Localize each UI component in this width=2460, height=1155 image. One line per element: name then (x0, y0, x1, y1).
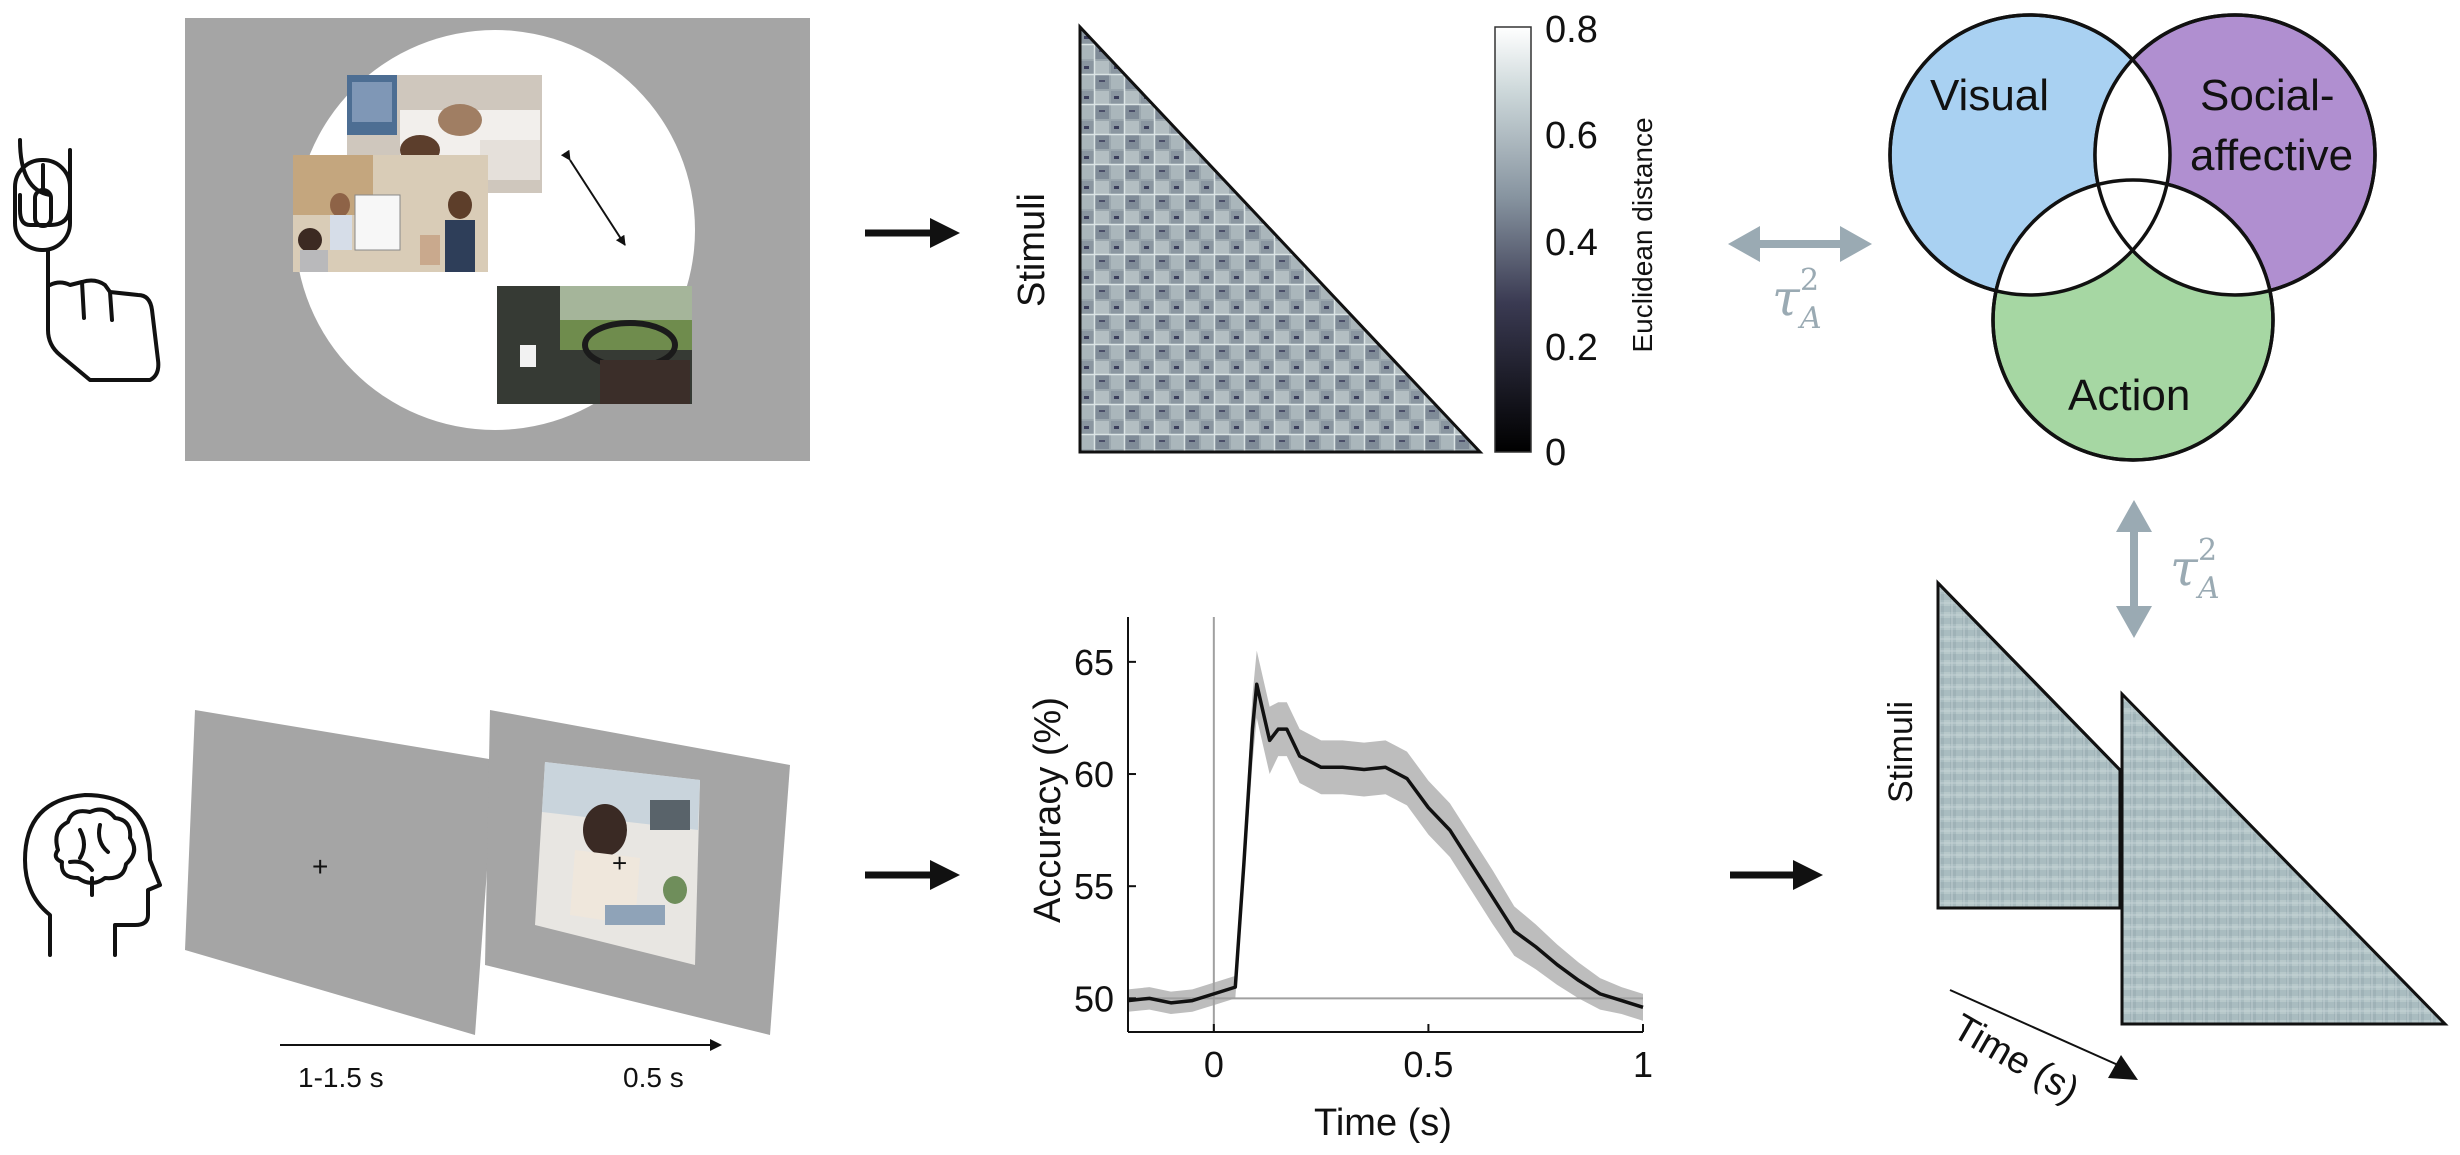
timeline: 1-1.5 s 0.5 s (280, 1039, 722, 1093)
svg-text:+: + (612, 848, 627, 878)
neural-rdm-stack (1936, 579, 2449, 1026)
neural-rdm-front (1936, 579, 2122, 910)
timeline-label-fixation: 1-1.5 s (298, 1062, 384, 1093)
resize-double-arrow (560, 149, 626, 246)
colorbar-tick-4: 0 (1545, 432, 1566, 474)
brain-head-icon (23, 793, 162, 957)
tau-label-horizontal: τ2 A (1772, 263, 1822, 336)
eeg-screen-fixation: + (185, 710, 495, 1035)
rdm-ylabel: Stimuli (1011, 193, 1053, 307)
venn-outlines (1888, 13, 2377, 462)
arrangement-screen (185, 18, 810, 461)
colorbar-label: Euclidean distance (1627, 117, 1658, 352)
flow-arrow-bottom-2 (1730, 860, 1823, 890)
chart-confidence-band (1128, 650, 1643, 1021)
fixation-cross: + (312, 851, 328, 882)
colorbar-tick-0: 0.8 (1545, 9, 1598, 51)
timeline-label-stimulus: 0.5 s (623, 1062, 684, 1093)
chart-confidence-band-layer (1128, 650, 1643, 1021)
chart-reference-lines (1128, 617, 1643, 1032)
y-tick-label: 60 (1074, 754, 1114, 795)
flow-arrow-top-1 (865, 218, 960, 248)
chart-ylabel: Accuracy (%) (1027, 697, 1069, 923)
stimulus-thumbnail-meeting[interactable] (293, 155, 488, 272)
neural-rdm-ylabel: Stimuli (1882, 701, 1920, 803)
chart-xlabel: Time (s) (1314, 1102, 1452, 1144)
y-tick-label: 55 (1074, 866, 1114, 907)
flow-arrow-bottom-1 (865, 860, 960, 890)
chart-line-layer (1127, 682, 1644, 1009)
accuracy-mean-line (1127, 682, 1644, 1009)
y-tick-label: 50 (1074, 978, 1114, 1019)
stimulus-thumbnail-driving[interactable] (497, 286, 692, 404)
x-tick-label: 1 (1633, 1044, 1653, 1085)
mouse-click-icon (13, 138, 161, 382)
x-tick-label: 0.5 (1403, 1044, 1453, 1085)
time-axis-arrow (1949, 989, 2138, 1080)
rdm-triangle (1078, 23, 1484, 454)
y-tick-label: 65 (1074, 642, 1114, 683)
colorbar: 0.8 0.6 0.4 0.2 0 Euclidean distance (1494, 9, 1658, 474)
colorbar-tick-3: 0.2 (1545, 327, 1598, 369)
time-axis-label: Time (s) (1946, 1006, 2086, 1111)
correlation-arrow-horizontal (1728, 226, 1872, 262)
venn-label-social-line1: Social- (2200, 71, 2335, 120)
stimulus-image-reading: + (535, 762, 700, 965)
venn-label-action: Action (2068, 371, 2190, 420)
neural-rdm-back (2120, 690, 2449, 1026)
eeg-screen-stimulus: + (485, 710, 790, 1035)
tau-label-vertical: τ2 A (2170, 533, 2220, 606)
accuracy-chart: 65 60 55 50 0 0.5 1 (1074, 617, 1653, 1085)
behavior-rdm (1078, 23, 1484, 454)
chart-ticks: 65 60 55 50 0 0.5 1 (1074, 642, 1653, 1085)
correlation-arrow-vertical (2116, 500, 2152, 638)
stimulus-thumbnail-sleeping[interactable] (347, 75, 542, 193)
colorbar-tick-2: 0.4 (1545, 222, 1598, 264)
x-tick-label: 0 (1204, 1044, 1224, 1085)
colorbar-tick-1: 0.6 (1545, 115, 1598, 157)
venn-label-visual: Visual (1930, 71, 2049, 120)
venn-label-social-line2: affective (2190, 131, 2353, 180)
